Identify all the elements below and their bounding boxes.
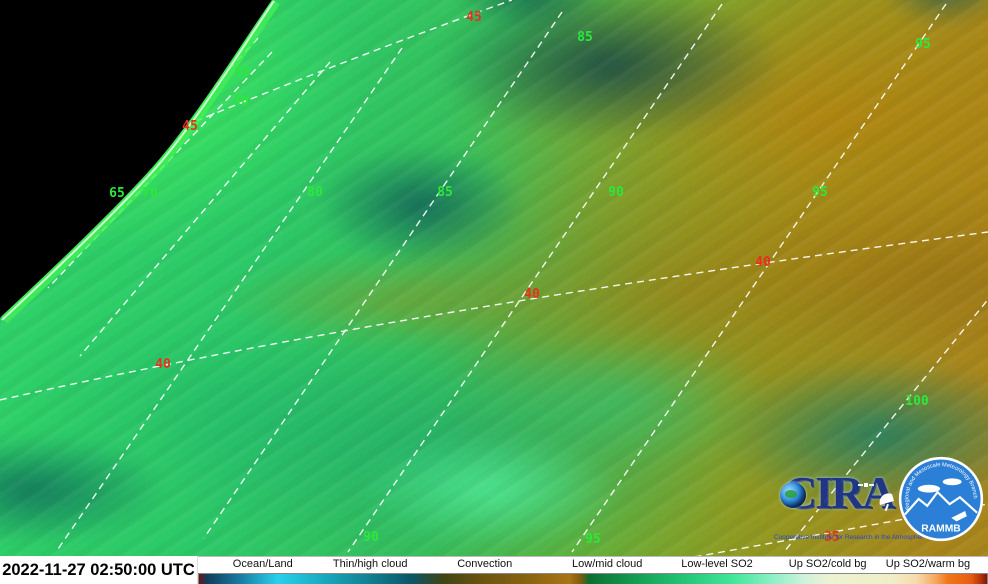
grid-label-lat-40: 40 [524,287,540,302]
rammb-badge-art: Regional and Mesoscale Meteorology Branc… [898,456,984,542]
legend-label: Convection [457,558,513,570]
grid-label-lat-45: 45 [466,10,482,25]
grid-label-lon-95: 95 [812,185,828,200]
lon-75-line [79,61,331,357]
grid-labels-group: 45 45 40 40 40 35 85 95 65 70 65 70 80 85 90 95 100 90 95 [109,10,931,547]
lon-95-line [571,3,947,553]
space-region [0,0,272,318]
bottom-bar: 2022-11-27 02:50:00 UTC Ocean/Land Thin/h… [0,556,988,584]
cira-motto: Cooperative Institute for Research in th… [774,534,924,541]
earth-limb-edge [1,0,275,321]
grid-label-lon-80: 80 [307,185,323,200]
grid-label-lat-45: 45 [182,119,198,134]
grid-label-lon-65: 65 [234,65,250,80]
satellite-dish-icon [879,493,894,512]
logos: CIRA Cooperative Institute for Research … [774,448,984,542]
aircraft-icon [951,511,967,522]
lat-40-line [0,231,988,401]
cira-logo: CIRA Cooperative Institute for Research … [774,470,924,542]
legend-labels: Ocean/Land Thin/high cloud Convection Low/m… [198,557,988,573]
legend-label: Low/mid cloud [572,558,643,570]
grid-label-lon-65: 65 [109,186,125,201]
lon-80-line [55,47,403,553]
legend-label: Thin/high cloud [332,558,408,570]
rammb-badge: Regional and Mesoscale Meteorology Branc… [898,456,984,542]
legend-label: Low-level SO2 [681,558,753,570]
grid-label-lon-100: 100 [905,394,929,409]
earth-icon [780,482,806,508]
satellite-icon [858,483,874,487]
grid-label-lon-85: 85 [437,185,453,200]
cloud-icon [942,478,962,486]
legend: Ocean/Land Thin/high cloud Convection Low/m… [198,556,988,584]
grid-label-lon-70: 70 [142,186,158,201]
lon-85-line [203,11,563,539]
grid-label-lon-90: 90 [363,530,379,545]
legend-label: Up SO2/cold bg [788,558,867,570]
grid-label-lon-85: 85 [577,30,593,45]
legend-label: Up SO2/warm bg [885,558,971,570]
timestamp-label: 2022-11-27 02:50:00 UTC [0,556,198,584]
grid-label-lat-35: 35 [824,530,840,545]
grid-label-lat-40: 40 [755,255,771,270]
satellite-image: 45 45 40 40 40 35 85 95 65 70 65 70 80 85 90 95 100 90 95 … [0,0,988,556]
lat-45-line [183,0,513,127]
grid-label-lon-95: 95 [585,532,601,547]
rammb-logo-text: RAMMB [921,524,961,535]
lon-90-line [347,3,723,553]
lon-100-line [783,298,988,553]
earth-limb-glow [0,0,280,324]
mountains-icon [904,490,978,516]
grid-label-lon-95: 95 [915,37,931,52]
grid-label-lat-40: 40 [155,357,171,372]
colorbar [198,573,988,584]
cloud-icon [917,484,941,493]
grid-label-lon-90: 90 [608,185,624,200]
graticule: 45 45 40 40 40 35 85 95 65 70 65 70 80 85 90 95 100 90 95 [0,0,988,556]
grid-label-lon-70: 70 [233,94,249,109]
legend-label: Ocean/Land [232,558,293,570]
